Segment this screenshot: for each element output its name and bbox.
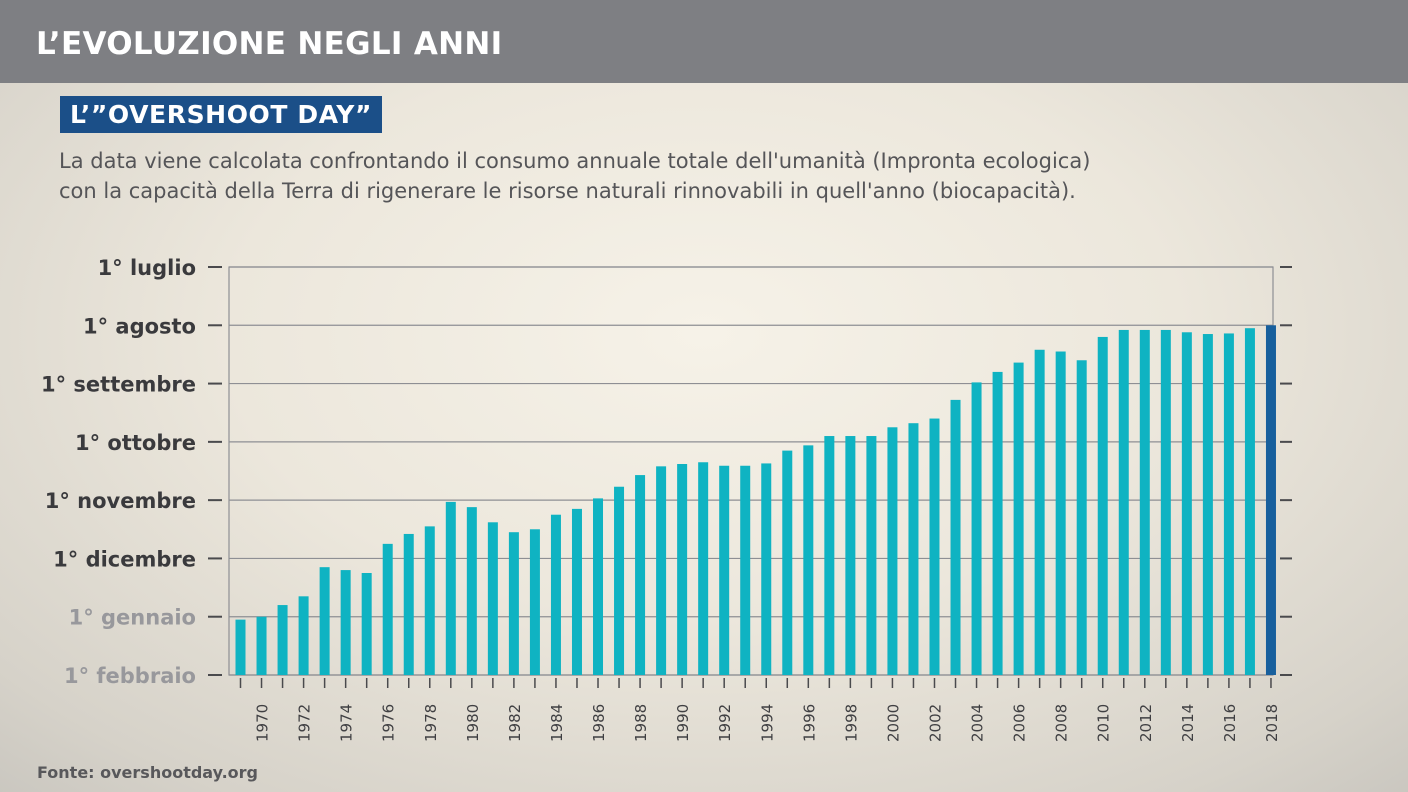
bar-1970 — [256, 616, 267, 675]
bar-2014 — [1181, 332, 1192, 675]
x-tick-label: 1970 — [254, 704, 272, 742]
subtitle-banner: L’”OVERSHOOT DAY” — [60, 96, 382, 133]
source-note: Fonte: overshootday.org — [37, 763, 258, 782]
bar-2001 — [908, 423, 919, 675]
x-tick-label: 1982 — [506, 704, 524, 742]
x-tick-label: 1974 — [338, 704, 356, 742]
x-tick-label: 2008 — [1053, 704, 1071, 742]
bar-2003 — [950, 399, 961, 675]
x-tick-label: 1998 — [842, 704, 860, 742]
page-title: L’EVOLUZIONE NEGLI ANNI — [36, 26, 503, 62]
bar-1991 — [698, 462, 709, 675]
bar-2010 — [1097, 336, 1108, 675]
header-bar: L’EVOLUZIONE NEGLI ANNI — [0, 0, 1408, 83]
x-tick-label: 2016 — [1221, 704, 1239, 742]
y-tick-label: 1° settembre — [41, 373, 196, 397]
chart-title: L’”OVERSHOOT DAY” — [70, 100, 372, 129]
bar-1996 — [803, 445, 814, 675]
bar-2009 — [1076, 360, 1087, 675]
x-tick-label: 2002 — [926, 704, 944, 742]
description: La data viene calcolata confrontando il … — [59, 146, 1359, 206]
bar-1977 — [403, 533, 414, 675]
bar-2018 — [1265, 325, 1276, 675]
bar-1971 — [277, 605, 288, 675]
description-line-1: La data viene calcolata confrontando il … — [59, 149, 1091, 173]
bar-1983 — [529, 529, 540, 675]
bar-1969 — [235, 619, 246, 675]
bar-1982 — [508, 532, 519, 675]
x-tick-label: 2004 — [969, 704, 987, 742]
bar-1997 — [824, 436, 835, 675]
bar-1976 — [382, 543, 393, 675]
x-tick-label: 1978 — [422, 704, 440, 742]
x-tick-label: 2012 — [1137, 704, 1155, 742]
bar-1994 — [761, 463, 772, 675]
bar-1979 — [445, 501, 456, 675]
x-tick-label: 2018 — [1263, 704, 1281, 742]
bar-2017 — [1244, 328, 1255, 675]
bar-2012 — [1139, 329, 1150, 675]
x-tick-label: 1984 — [548, 704, 566, 742]
bar-1974 — [340, 570, 351, 675]
y-tick-label: 1° dicembre — [53, 547, 196, 571]
x-tick-label: 1990 — [674, 704, 692, 742]
x-tick-label: 1980 — [464, 704, 482, 742]
bar-2006 — [1013, 362, 1024, 675]
bar-1995 — [782, 450, 793, 675]
y-tick-label: 1° luglio — [98, 256, 196, 280]
bar-2004 — [971, 382, 982, 675]
bar-1989 — [656, 466, 667, 675]
bar-2015 — [1202, 334, 1213, 675]
x-tick-label: 1972 — [296, 704, 314, 742]
bar-1975 — [361, 573, 372, 675]
bar-1972 — [298, 596, 309, 675]
x-tick-label: 2006 — [1011, 704, 1029, 742]
bar-1978 — [424, 526, 435, 675]
y-tick-label: 1° novembre — [45, 489, 196, 513]
bar-1993 — [740, 465, 751, 675]
bar-1990 — [677, 464, 688, 675]
x-tick-label: 1988 — [632, 704, 650, 742]
x-tick-label: 2000 — [884, 704, 902, 742]
x-tick-label: 1976 — [380, 704, 398, 742]
bar-1980 — [466, 507, 477, 675]
bar-2008 — [1055, 351, 1066, 675]
bar-2000 — [887, 427, 898, 675]
x-tick-label: 2014 — [1179, 704, 1197, 742]
bar-1981 — [487, 522, 498, 675]
description-line-2: con la capacità della Terra di rigenerar… — [59, 179, 1076, 203]
x-tick-label: 1996 — [800, 704, 818, 742]
bar-2005 — [992, 371, 1003, 675]
bar-2011 — [1118, 329, 1129, 675]
x-tick-label: 1986 — [590, 704, 608, 742]
x-tick-label: 1992 — [716, 704, 734, 742]
bar-1988 — [635, 475, 646, 675]
y-tick-label: 1° agosto — [83, 314, 196, 338]
x-tick-label: 2010 — [1095, 704, 1113, 742]
bar-1999 — [866, 436, 877, 675]
bar-2007 — [1034, 349, 1045, 675]
x-tick-label: 1994 — [758, 704, 776, 742]
bar-1985 — [571, 508, 582, 675]
bar-1992 — [719, 465, 730, 675]
bar-2013 — [1160, 329, 1171, 675]
bar-2002 — [929, 418, 940, 675]
y-tick-label: 1° ottobre — [75, 431, 196, 455]
bar-2016 — [1223, 333, 1234, 675]
bar-1987 — [614, 486, 625, 675]
bar-1998 — [845, 436, 856, 675]
y-tick-label: 1° febbraio — [64, 664, 196, 688]
bar-1986 — [593, 498, 604, 675]
bar-1973 — [319, 567, 330, 675]
y-tick-label: 1° gennaio — [69, 606, 196, 630]
bar-1984 — [550, 514, 561, 675]
